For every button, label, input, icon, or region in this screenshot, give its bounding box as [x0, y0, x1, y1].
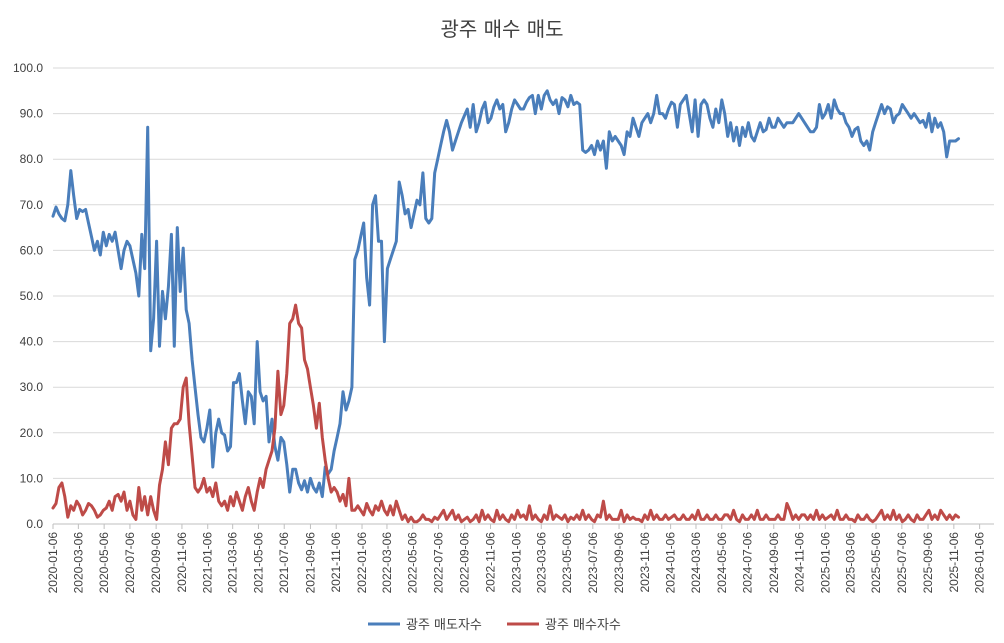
x-tick-label: 2022-07-06	[432, 532, 446, 594]
x-tick-label: 2021-01-06	[201, 532, 215, 594]
x-axis-ticks: 2020-01-06 2020-03-06 2020-05-06 2020-07-06…	[46, 524, 987, 593]
x-tick-label: 2026-01-06	[973, 532, 987, 594]
x-tick-label: 2021-03-06	[226, 532, 240, 594]
x-tick-label: 2024-05-06	[715, 532, 729, 594]
x-tick-label: 2021-11-06	[329, 532, 343, 593]
chart-title: 광주 매수 매도	[440, 17, 563, 41]
x-tick-label: 2020-05-06	[97, 532, 111, 594]
y-tick-label: 20.0	[20, 426, 44, 440]
x-tick-label: 2024-09-06	[767, 532, 781, 594]
x-tick-label: 2023-05-06	[560, 532, 574, 594]
y-tick-label: 50.0	[20, 289, 44, 303]
x-tick-label: 2023-07-06	[586, 532, 600, 594]
x-tick-label: 2020-01-06	[46, 532, 60, 594]
y-tick-label: 60.0	[20, 243, 44, 257]
y-tick-label: 70.0	[20, 198, 44, 212]
y-tick-label: 100.0	[13, 61, 43, 75]
x-tick-label: 2020-11-06	[175, 532, 189, 593]
x-tick-label: 2021-07-06	[277, 532, 291, 594]
y-tick-label: 40.0	[20, 335, 44, 349]
x-tick-label: 2024-07-06	[741, 532, 755, 594]
x-tick-label: 2025-07-06	[895, 532, 909, 594]
y-axis-ticks: 0.0 10.0 20.0 30.0 40.0 50.0 60.0 70.0 80.0 90.0 1…	[13, 61, 43, 531]
x-tick-label: 2021-09-06	[303, 532, 317, 594]
x-tick-label: 2023-01-06	[509, 532, 523, 594]
y-tick-label: 90.0	[20, 107, 44, 121]
x-tick-label: 2020-09-06	[149, 532, 163, 594]
x-tick-label: 2025-03-06	[843, 532, 857, 594]
x-tick-label: 2022-03-06	[380, 532, 394, 594]
y-tick-label: 30.0	[20, 380, 44, 394]
x-tick-label: 2025-09-06	[921, 532, 935, 594]
x-tick-label: 2022-01-06	[355, 532, 369, 594]
x-tick-label: 2023-11-06	[638, 532, 652, 593]
x-tick-label: 2023-03-06	[534, 532, 548, 594]
x-tick-label: 2021-05-06	[251, 532, 265, 594]
x-tick-label: 2024-11-06	[793, 532, 807, 593]
series-line-buy	[51, 303, 960, 524]
y-tick-label: 10.0	[20, 471, 44, 485]
x-tick-label: 2024-03-06	[689, 532, 703, 594]
x-tick-label: 2025-11-06	[947, 532, 961, 593]
x-tick-label: 2020-07-06	[123, 532, 137, 594]
legend: 광주 매도자수 광주 매수자수	[368, 618, 621, 633]
y-tick-label: 0.0	[26, 517, 43, 531]
x-tick-label: 2022-09-06	[458, 532, 472, 594]
x-tick-label: 2025-01-06	[818, 532, 832, 594]
x-tick-label: 2025-05-06	[869, 532, 883, 594]
series-lines	[51, 89, 960, 524]
x-tick-label: 2024-01-06	[664, 532, 678, 594]
series-line-sell	[51, 89, 960, 499]
x-tick-label: 2022-11-06	[484, 532, 498, 593]
x-tick-label: 2020-03-06	[71, 532, 85, 594]
y-tick-label: 80.0	[20, 152, 44, 166]
legend-label-sell: 광주 매도자수	[406, 618, 482, 633]
legend-label-buy: 광주 매수자수	[545, 618, 621, 633]
x-tick-label: 2023-09-06	[612, 532, 626, 594]
x-tick-label: 2022-05-06	[406, 532, 420, 594]
